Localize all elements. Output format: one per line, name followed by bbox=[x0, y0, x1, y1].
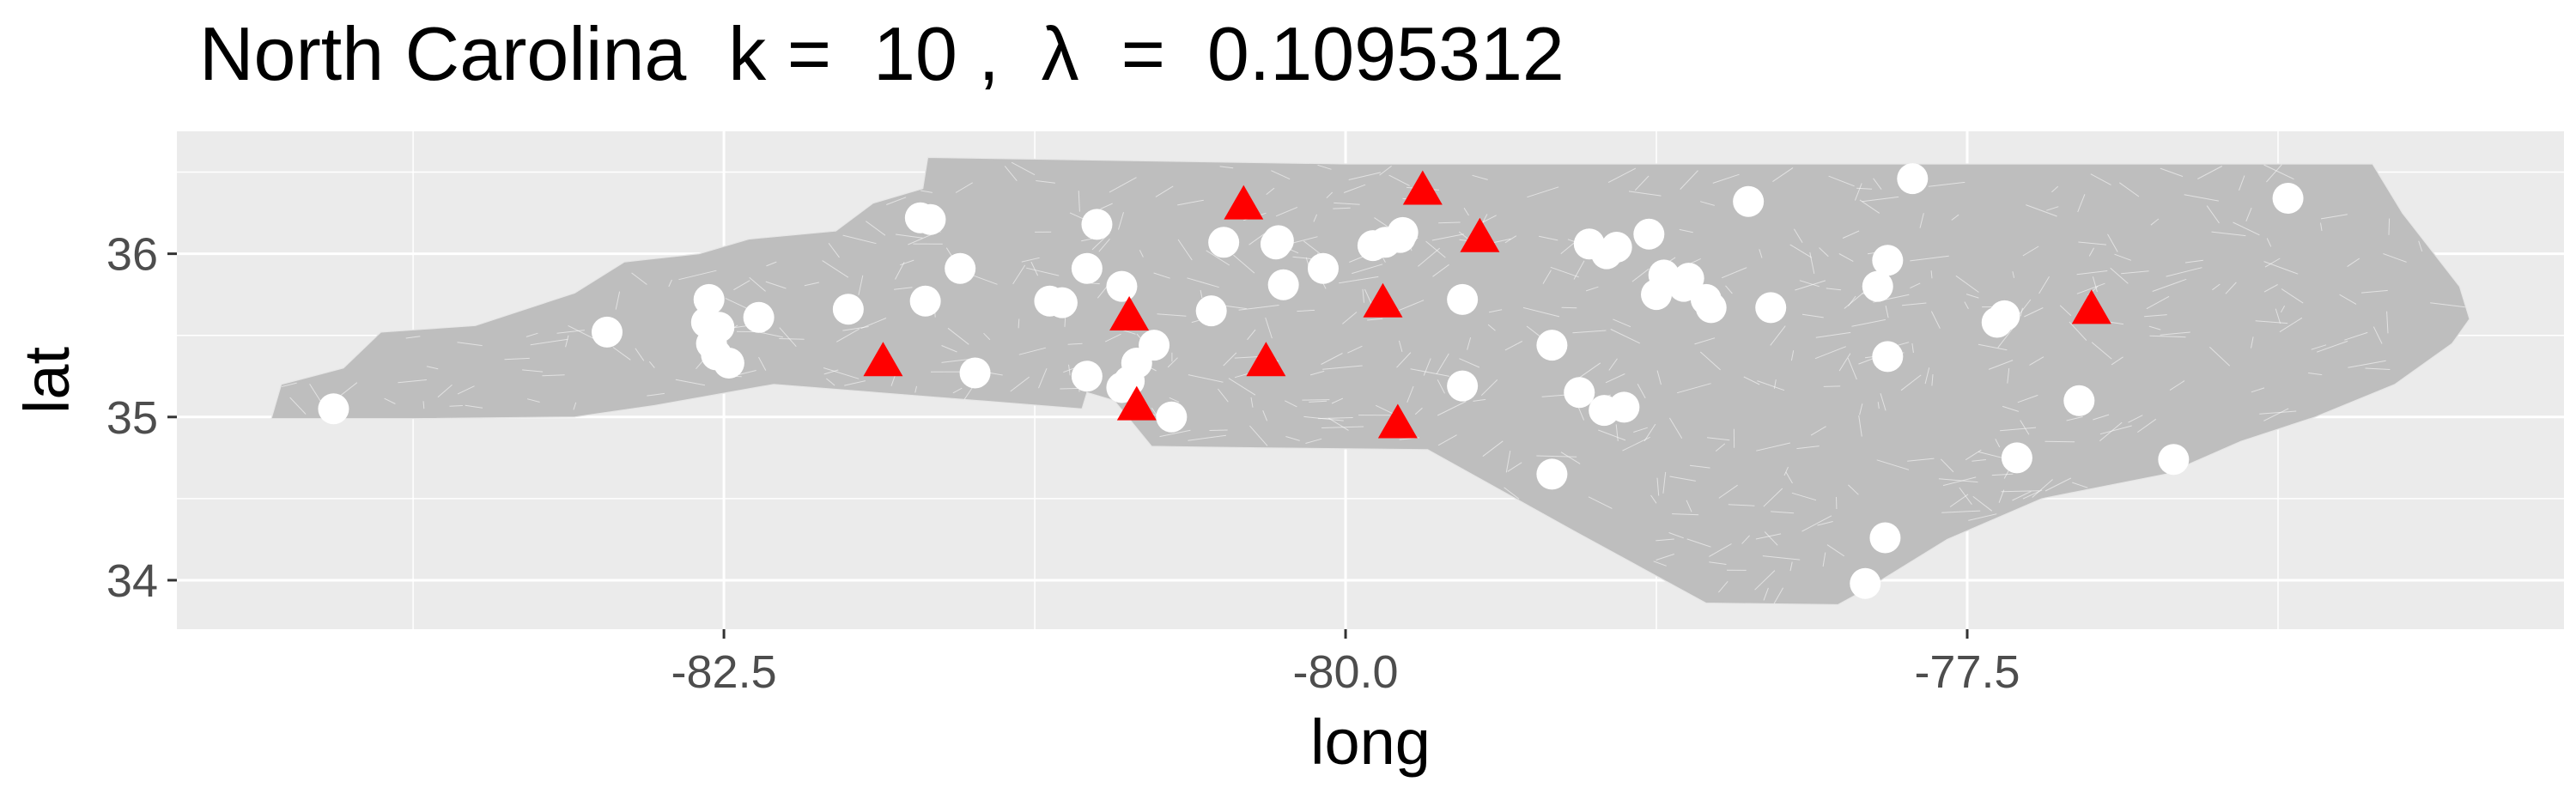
data-point bbox=[1536, 458, 1568, 490]
data-point bbox=[693, 283, 725, 315]
data-point bbox=[2272, 182, 2304, 214]
data-point bbox=[591, 316, 623, 348]
data-point bbox=[1387, 216, 1419, 248]
y-axis: 34 35 36 bbox=[106, 229, 177, 607]
data-point bbox=[1633, 218, 1665, 250]
center-triangle bbox=[1460, 217, 1500, 252]
data-point bbox=[2158, 444, 2190, 476]
data-point bbox=[1872, 341, 1904, 373]
data-point bbox=[743, 301, 775, 333]
data-point bbox=[1869, 522, 1901, 554]
data-point bbox=[1307, 252, 1339, 284]
center-triangle bbox=[2071, 289, 2111, 324]
chart-title: North Carolina k = 10 , λ = 0.1095312 bbox=[199, 11, 1564, 96]
data-point bbox=[1564, 377, 1595, 409]
data-point bbox=[1733, 185, 1765, 217]
center-triangle bbox=[1109, 295, 1150, 330]
data-point bbox=[1106, 270, 1138, 302]
data-point bbox=[2001, 442, 2032, 474]
data-point bbox=[1601, 232, 1632, 264]
data-point bbox=[1850, 567, 1881, 599]
data-point bbox=[1897, 163, 1929, 195]
data-point bbox=[1262, 225, 1294, 257]
x-axis-title: long bbox=[1310, 706, 1431, 778]
data-point bbox=[1695, 292, 1727, 324]
data-point bbox=[1081, 209, 1113, 240]
data-point bbox=[713, 348, 744, 379]
data-points bbox=[318, 163, 2304, 599]
data-point bbox=[1046, 287, 1078, 318]
center-triangle bbox=[1363, 282, 1403, 318]
data-point bbox=[1872, 245, 1904, 276]
data-point bbox=[318, 393, 349, 425]
center-triangle bbox=[1224, 185, 1264, 220]
data-point bbox=[1755, 292, 1787, 324]
x-axis: -82.5 -80.0 -77.5 bbox=[671, 629, 2020, 698]
data-point bbox=[1195, 295, 1227, 327]
data-point bbox=[1267, 269, 1299, 300]
north-carolina-map bbox=[270, 156, 2470, 606]
state-shape bbox=[270, 156, 2470, 606]
center-markers bbox=[863, 170, 2111, 439]
y-tick-label: 34 bbox=[106, 555, 158, 607]
center-triangle bbox=[1246, 342, 1286, 377]
x-tick-label: -80.0 bbox=[1292, 646, 1398, 698]
x-tick-label: -77.5 bbox=[1914, 646, 2020, 698]
y-tick-label: 36 bbox=[106, 229, 158, 281]
data-point bbox=[909, 285, 941, 317]
data-point bbox=[959, 357, 991, 389]
data-point bbox=[1447, 283, 1479, 315]
y-axis-title: lat bbox=[11, 346, 82, 414]
data-point bbox=[1536, 330, 1568, 361]
data-point bbox=[1208, 227, 1240, 258]
data-point bbox=[832, 294, 864, 325]
data-point bbox=[1106, 372, 1138, 403]
data-point bbox=[1608, 391, 1640, 423]
point-markers bbox=[318, 163, 2304, 599]
data-point bbox=[1447, 370, 1479, 402]
center-triangle bbox=[1402, 170, 1443, 205]
data-point bbox=[1156, 401, 1188, 433]
data-point bbox=[1862, 270, 1893, 302]
data-point bbox=[1139, 330, 1170, 361]
y-tick-label: 35 bbox=[106, 392, 158, 444]
data-point bbox=[1071, 252, 1103, 284]
x-tick-label: -82.5 bbox=[671, 646, 777, 698]
center-triangle bbox=[1116, 385, 1157, 421]
data-point bbox=[945, 252, 976, 284]
data-point bbox=[1071, 361, 1103, 392]
center-triangle bbox=[1377, 403, 1418, 439]
data-point bbox=[1673, 263, 1704, 294]
center-triangle bbox=[863, 342, 903, 377]
data-point bbox=[1989, 300, 2020, 331]
data-point bbox=[2063, 385, 2095, 416]
data-point bbox=[904, 202, 936, 233]
